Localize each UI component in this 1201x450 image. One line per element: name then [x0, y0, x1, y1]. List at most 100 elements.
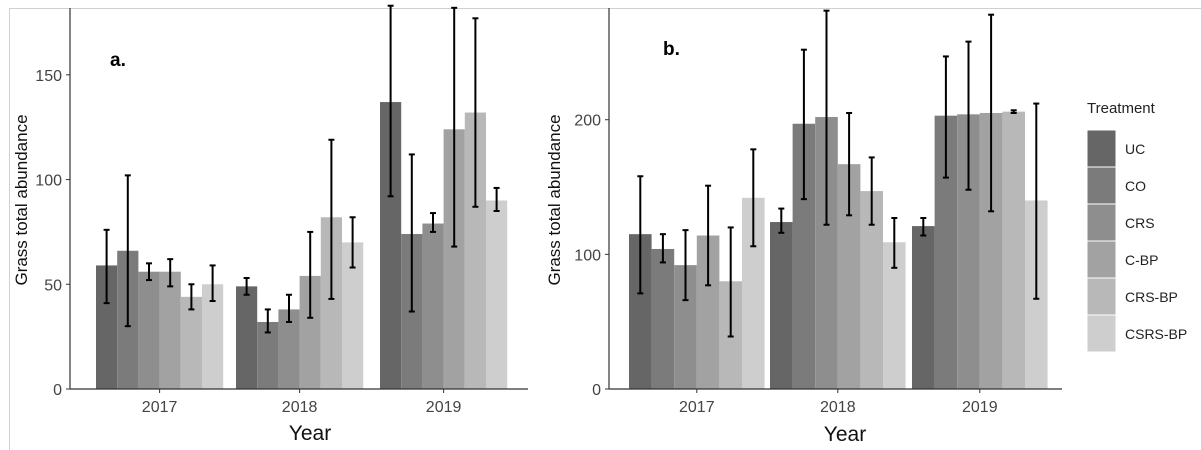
bar: [860, 191, 883, 389]
legend-swatch: [1086, 240, 1117, 279]
legend-swatch: [1086, 277, 1117, 316]
bar: [486, 200, 508, 389]
error-bar: [965, 40, 972, 191]
x-axis-title: Year: [824, 423, 866, 446]
bar: [236, 286, 258, 389]
bar: [342, 242, 364, 389]
panel-b: 0 100 200 2017 2018 2019 Year Grass total abund…: [545, 8, 1062, 446]
bar: [257, 321, 279, 389]
error-bar: [167, 258, 174, 288]
bar: [837, 164, 861, 389]
error-bar: [328, 138, 335, 300]
bar: [912, 226, 935, 389]
panel-a: 0 50 100 150 2017 2018 2019 Year Grass total abu…: [12, 4, 528, 445]
legend-label: C-BP: [1125, 252, 1158, 268]
error-bar: [103, 228, 110, 305]
error-bar: [146, 262, 152, 282]
error-bar: [387, 4, 394, 198]
bar: [278, 309, 300, 389]
bar: [422, 223, 444, 389]
x-axis-title: Year: [289, 422, 331, 445]
bar: [1002, 111, 1025, 389]
y-axis-title: Grass total abundance: [545, 114, 564, 285]
bar: [180, 296, 202, 389]
error-bar: [727, 226, 734, 338]
error-bar: [637, 175, 644, 295]
bar: [792, 123, 816, 389]
error-bar: [408, 153, 415, 313]
y-tick-label: 0: [53, 382, 62, 399]
error-bar: [659, 233, 666, 264]
bar: [651, 248, 675, 389]
bar: [299, 275, 321, 389]
y-tick-label: 150: [35, 68, 62, 85]
error-bar: [920, 217, 927, 237]
x-tick-label: 2019: [962, 399, 998, 416]
x-tick-label: 2018: [820, 399, 856, 416]
bar: [742, 197, 765, 389]
error-bar: [1010, 109, 1017, 114]
bar: [674, 265, 697, 389]
bar: [883, 242, 906, 389]
x-tick-label: 2017: [142, 399, 178, 416]
error-bar: [451, 6, 458, 248]
bar: [202, 284, 224, 389]
bar: [979, 112, 1003, 389]
error-bar: [800, 48, 807, 201]
bar: [934, 115, 958, 390]
bar: [464, 112, 486, 390]
bar: [320, 217, 342, 389]
legend-swatch: [1086, 129, 1117, 168]
legend-swatch: [1086, 166, 1117, 205]
error-bar: [349, 216, 356, 269]
error-bar: [286, 293, 292, 323]
panel-label: b.: [663, 39, 680, 60]
error-bar: [778, 207, 785, 234]
error-bar: [264, 308, 271, 334]
error-bar: [430, 212, 436, 233]
x-tick-label: 2017: [679, 399, 715, 416]
bar: [96, 265, 118, 389]
y-axis-title: Grass total abundance: [12, 114, 31, 285]
error-bar: [823, 9, 830, 226]
y-tick-label: 100: [35, 173, 62, 190]
legend-label: UC: [1125, 141, 1145, 157]
error-bar: [891, 217, 898, 269]
legend-swatch: [1086, 203, 1117, 242]
bar: [380, 102, 402, 390]
bar: [443, 129, 465, 390]
error-bar: [705, 184, 712, 287]
error-bar: [307, 230, 314, 319]
error-bar: [942, 55, 949, 179]
error-bar: [493, 186, 500, 212]
error-bar: [472, 17, 479, 208]
error-bar: [750, 148, 757, 248]
error-bar: [243, 276, 250, 296]
legend: Treatment UC CO CRS C-BP CRS-BP CSRS-BP: [1086, 100, 1187, 353]
x-tick-label: 2018: [282, 399, 318, 416]
frame-left-line: [9, 8, 10, 450]
legend-label: CRS-BP: [1125, 289, 1178, 305]
error-bar: [188, 283, 195, 311]
bar: [815, 117, 838, 390]
x-tick-label: 2019: [426, 399, 462, 416]
bar: [159, 271, 181, 389]
frame-top-line: [9, 8, 1201, 9]
error-bar: [868, 156, 875, 226]
error-bar: [988, 13, 995, 213]
bar: [629, 234, 652, 389]
error-bar: [209, 264, 216, 303]
panel-label: a.: [110, 50, 126, 71]
error-bar: [124, 174, 131, 328]
error-bar: [846, 111, 853, 217]
bar: [770, 222, 793, 389]
legend-label: CO: [1125, 178, 1146, 194]
bar: [696, 235, 720, 389]
y-tick-label: 100: [574, 247, 601, 264]
error-bar: [682, 229, 689, 302]
legend-label: CSRS-BP: [1125, 326, 1187, 342]
y-tick-label: 50: [44, 277, 62, 294]
y-tick-label: 0: [592, 382, 601, 399]
error-bar: [1033, 102, 1040, 300]
